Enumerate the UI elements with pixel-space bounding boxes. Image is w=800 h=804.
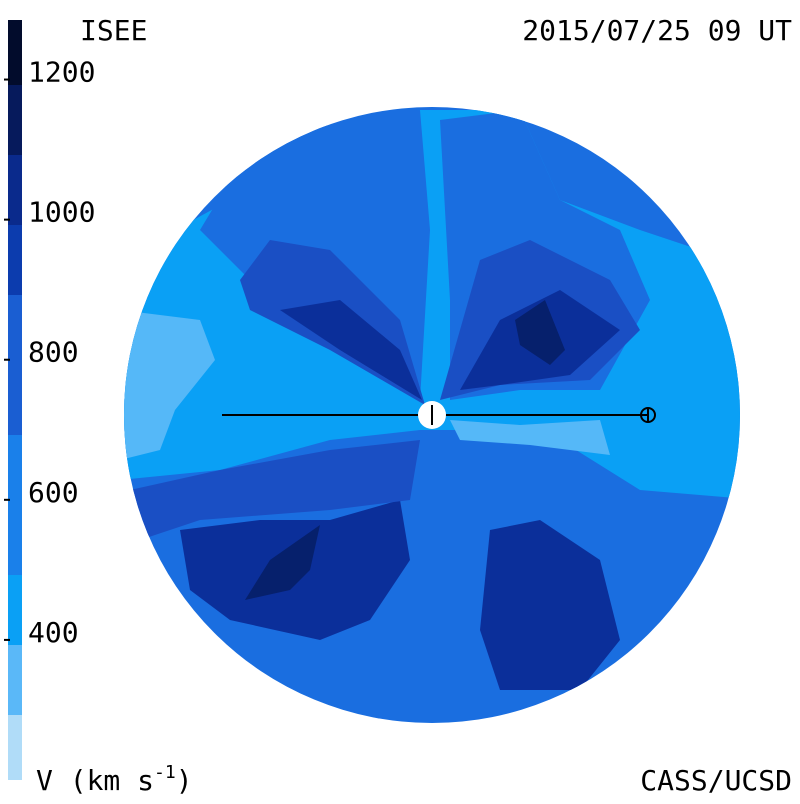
colorbar [8, 20, 22, 780]
timestamp: 2015/07/25 09 UT [522, 14, 792, 47]
colorbar-label: V (km s-1) [36, 762, 193, 797]
colorbar-tick-label: 1200 [28, 56, 95, 89]
label-close: ) [176, 764, 193, 797]
colorbar-tick-label: 400 [28, 616, 79, 649]
colorbar-tick-label: 800 [28, 336, 79, 369]
label-sup: -1 [154, 762, 176, 783]
colorbar-tick-label: 1000 [28, 196, 95, 229]
title: ISEE [80, 14, 147, 47]
label-text: V (km s [36, 764, 154, 797]
colorbar-tick-label: 600 [28, 476, 79, 509]
credit: CASS/UCSD [640, 764, 792, 797]
